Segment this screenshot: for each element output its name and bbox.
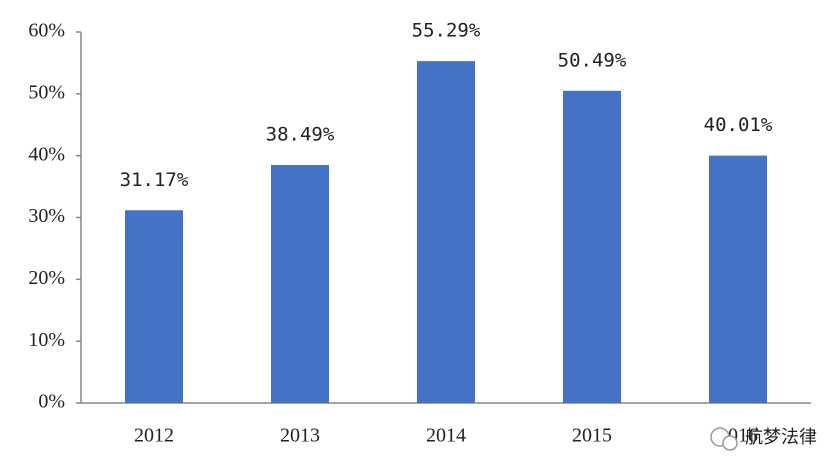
bar [563,90,621,403]
x-tick-label: 2015 [572,425,612,447]
bar [125,210,183,403]
y-tick-label: 60% [28,20,65,42]
x-tick-label: 2014 [426,425,466,447]
value-label: 38.49% [266,124,335,146]
y-tick-label: 10% [28,329,65,351]
bar [417,61,475,403]
watermark-icon [722,435,738,451]
watermark-text: 航梦法律 [745,427,817,448]
y-tick-label: 0% [38,391,65,413]
y-tick-label: 40% [28,143,65,165]
value-label: 50.49% [558,49,627,71]
value-label: 55.29% [412,20,481,42]
bar [271,165,329,403]
value-label: 40.01% [704,114,773,136]
y-tick-label: 20% [28,267,65,289]
x-tick-label: 2013 [280,425,320,447]
y-tick-label: 50% [28,81,65,103]
x-tick-label: 2012 [134,425,174,447]
y-tick-label: 30% [28,205,65,227]
value-label: 31.17% [120,169,189,191]
watermark: 航梦法律 [710,427,817,451]
bar [709,155,767,403]
